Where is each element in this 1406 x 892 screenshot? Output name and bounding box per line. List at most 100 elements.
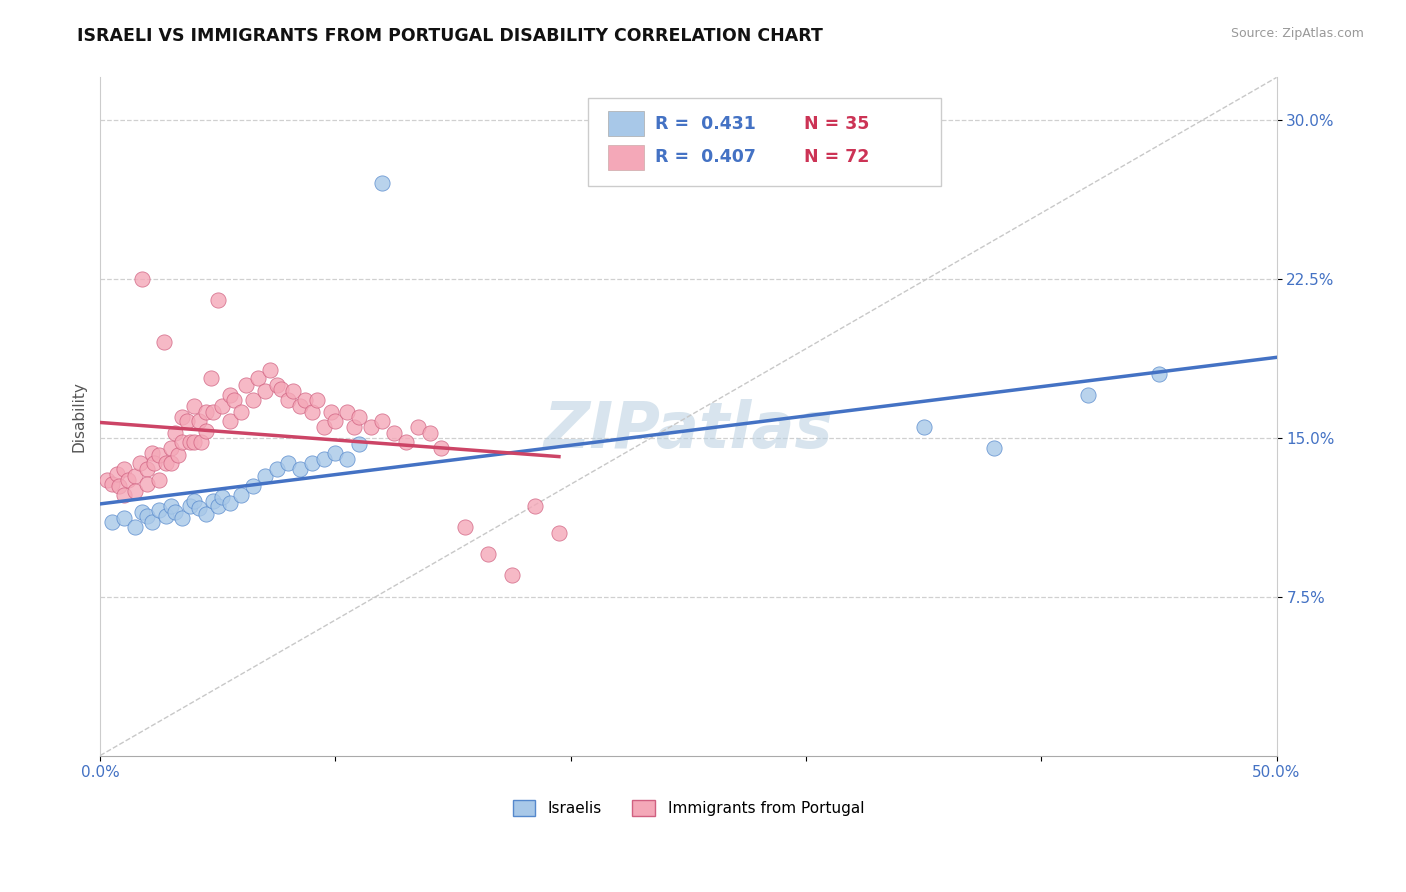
Point <box>983 442 1005 456</box>
Point <box>231 405 253 419</box>
Point <box>179 499 201 513</box>
Point <box>288 399 311 413</box>
Point <box>179 434 201 449</box>
Point <box>231 488 253 502</box>
Point <box>190 434 212 449</box>
Point <box>159 442 181 456</box>
Point <box>202 405 225 419</box>
Text: R =  0.407: R = 0.407 <box>655 148 756 167</box>
Point <box>548 526 571 541</box>
Point <box>501 568 523 582</box>
Point <box>143 456 166 470</box>
Point <box>211 490 233 504</box>
Point <box>235 377 257 392</box>
Point <box>155 456 177 470</box>
Point <box>325 414 347 428</box>
Point <box>360 420 382 434</box>
Point <box>343 420 366 434</box>
Point <box>141 516 163 530</box>
Bar <box>609 145 644 170</box>
Point <box>101 516 124 530</box>
Point <box>136 477 159 491</box>
Point <box>129 456 152 470</box>
Point <box>277 456 299 470</box>
Point <box>101 477 124 491</box>
Text: R =  0.431: R = 0.431 <box>655 114 756 133</box>
Point <box>172 511 194 525</box>
Point <box>281 384 304 398</box>
Point <box>242 392 264 407</box>
Point <box>172 434 194 449</box>
Point <box>124 483 146 498</box>
Point <box>524 499 547 513</box>
Bar <box>609 111 644 136</box>
Point <box>187 414 209 428</box>
Point <box>305 392 328 407</box>
Text: N = 35: N = 35 <box>804 114 869 133</box>
Point <box>148 448 170 462</box>
Point <box>207 499 229 513</box>
Point <box>131 505 153 519</box>
Point <box>312 451 335 466</box>
Point <box>183 434 205 449</box>
Point <box>176 414 198 428</box>
Point <box>195 405 218 419</box>
Point <box>371 177 394 191</box>
Point <box>200 371 222 385</box>
Point <box>246 371 269 385</box>
Point <box>165 426 187 441</box>
Point <box>155 509 177 524</box>
Text: Source: ZipAtlas.com: Source: ZipAtlas.com <box>1230 27 1364 40</box>
Point <box>266 377 288 392</box>
Point <box>319 405 342 419</box>
Point <box>347 409 370 424</box>
Text: N = 72: N = 72 <box>804 148 869 167</box>
Point <box>454 519 477 533</box>
Point <box>288 462 311 476</box>
Point <box>336 451 359 466</box>
Point <box>183 399 205 413</box>
Point <box>124 519 146 533</box>
Point <box>187 500 209 515</box>
Point <box>117 473 139 487</box>
Point <box>108 479 131 493</box>
Point <box>211 399 233 413</box>
Point <box>218 496 240 510</box>
Point <box>112 462 135 476</box>
Text: ZIPatlas: ZIPatlas <box>544 399 834 461</box>
Point <box>207 293 229 307</box>
Point <box>152 335 174 350</box>
Point <box>159 456 181 470</box>
Point <box>477 547 499 561</box>
Point <box>1077 388 1099 402</box>
Point <box>253 384 276 398</box>
Point <box>325 445 347 459</box>
Point <box>124 468 146 483</box>
Point <box>136 462 159 476</box>
Point <box>96 473 118 487</box>
Point <box>131 272 153 286</box>
Legend: Israelis, Immigrants from Portugal: Israelis, Immigrants from Portugal <box>506 794 870 822</box>
Point <box>418 426 440 441</box>
Point <box>312 420 335 434</box>
FancyBboxPatch shape <box>588 98 941 186</box>
Point <box>406 420 429 434</box>
Point <box>270 382 292 396</box>
Point <box>224 392 246 407</box>
Point <box>148 473 170 487</box>
Point <box>430 442 453 456</box>
Point <box>165 505 187 519</box>
Point <box>141 445 163 459</box>
Point <box>195 507 218 521</box>
Point <box>371 414 394 428</box>
Point <box>382 426 405 441</box>
Point <box>912 420 935 434</box>
Point <box>195 425 218 439</box>
Point <box>277 392 299 407</box>
Point <box>148 502 170 516</box>
Point <box>253 468 276 483</box>
Point <box>112 488 135 502</box>
Point <box>202 494 225 508</box>
Point <box>183 494 205 508</box>
Point <box>166 448 188 462</box>
